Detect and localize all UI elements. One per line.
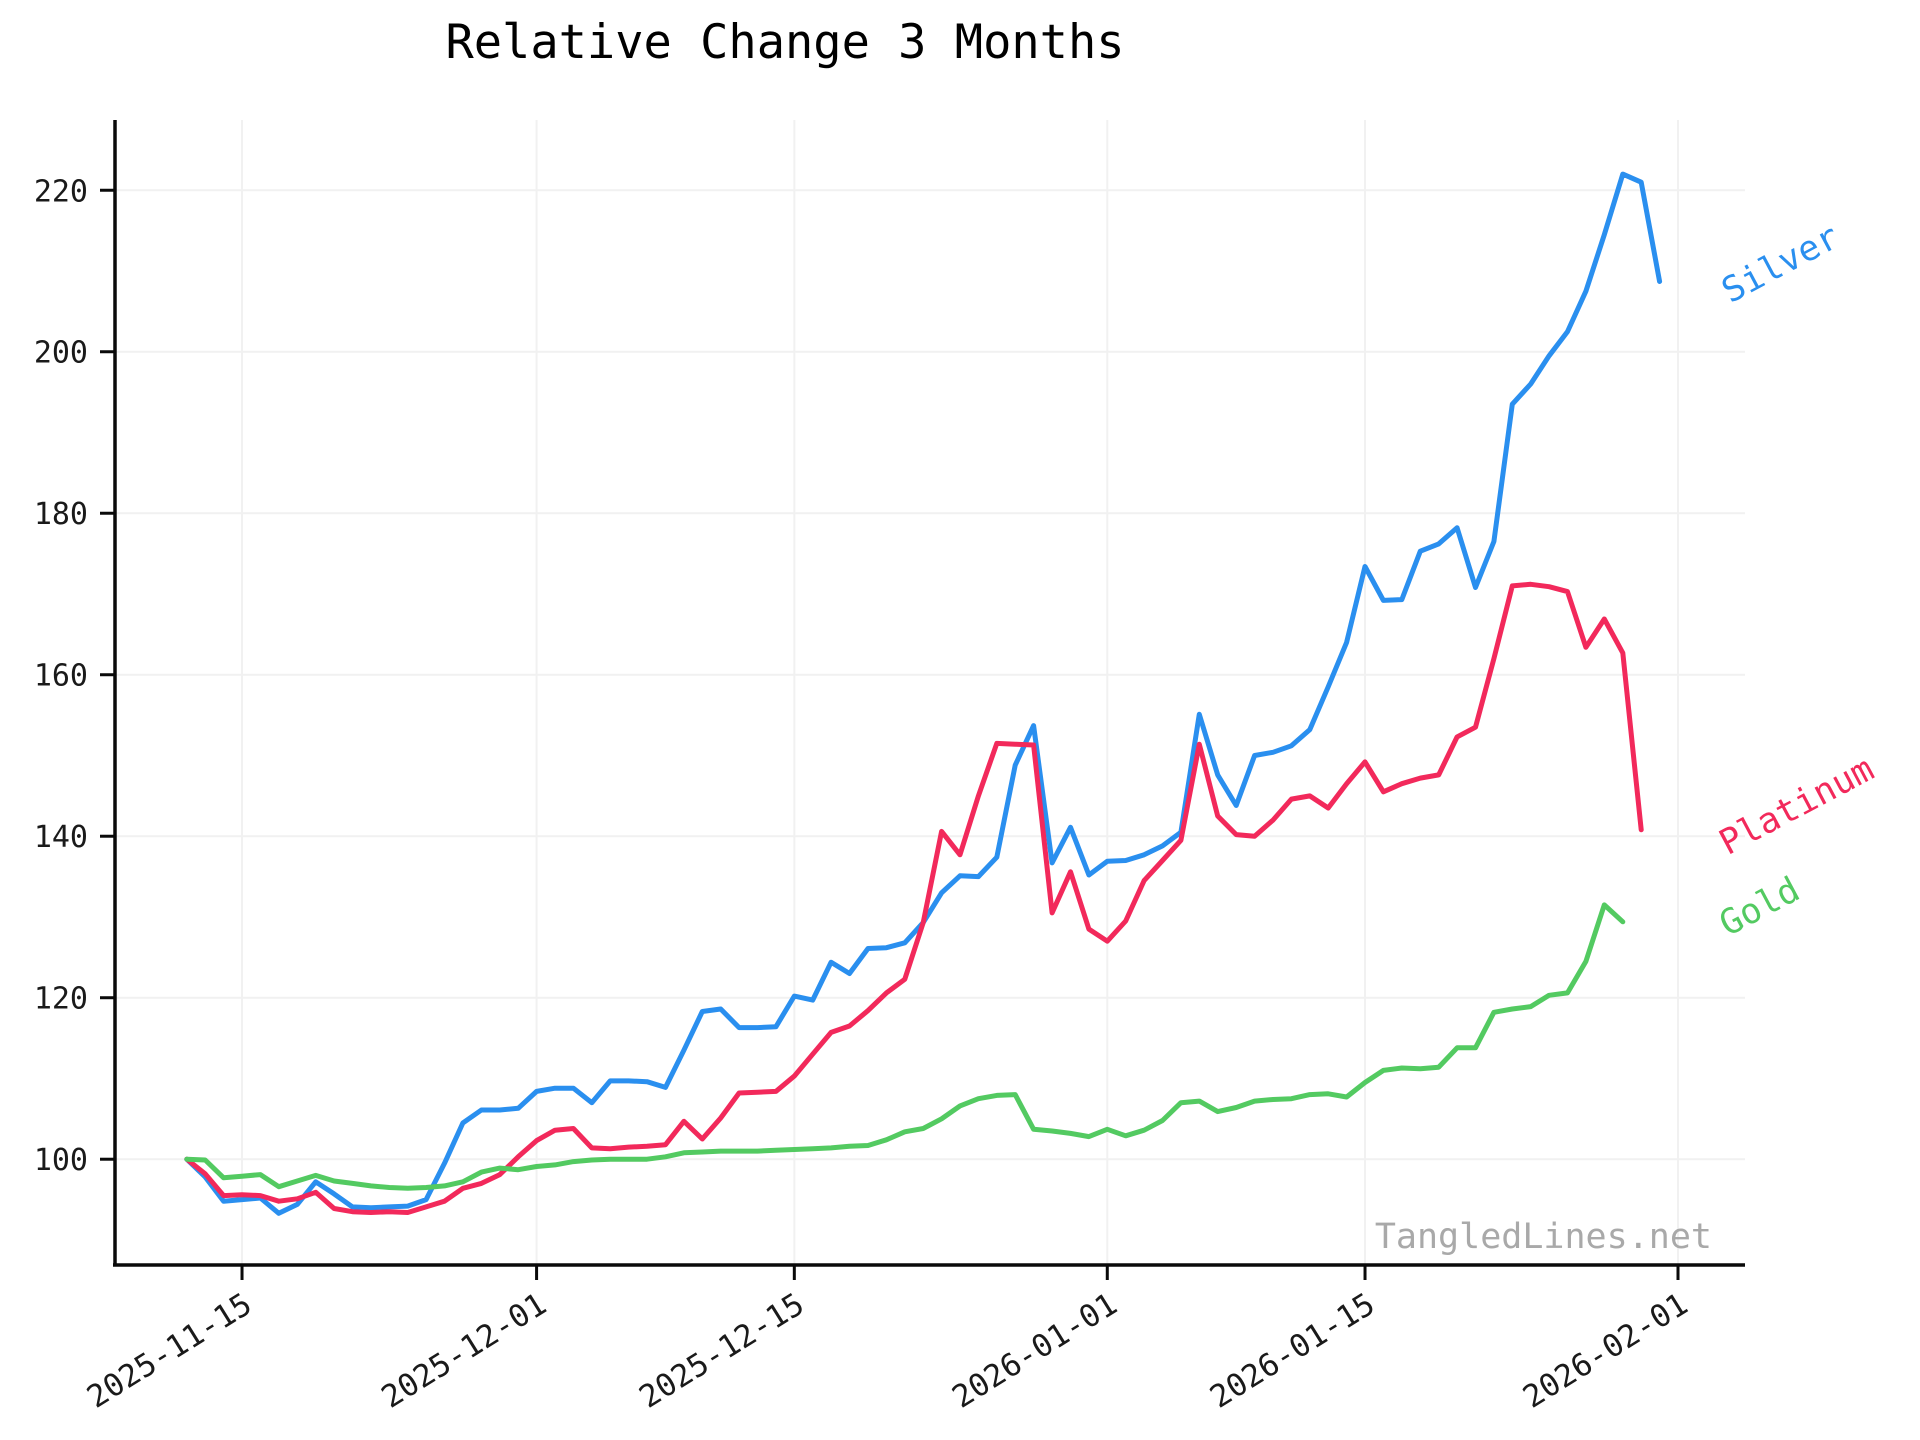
y-tick-label: 140 [34, 820, 88, 855]
x-tick-label: 2026-01-15 [1204, 1286, 1381, 1415]
y-tick-label: 160 [34, 659, 88, 694]
series-label-platinum: Platinum [1713, 749, 1881, 863]
x-tick-label: 2025-11-15 [81, 1286, 258, 1415]
watermark-text: TangledLines.net [1375, 1217, 1712, 1257]
y-tick-label: 180 [34, 497, 88, 532]
gridlines [115, 120, 1745, 1265]
y-tick-label: 120 [34, 982, 88, 1017]
series-label-silver: Silver [1716, 217, 1846, 312]
series-label-gold: Gold [1713, 870, 1806, 945]
y-tick-label: 220 [34, 174, 88, 209]
series-line-silver [184, 171, 1663, 1216]
x-tick-label: 2026-02-01 [1517, 1286, 1694, 1415]
y-tick-label: 100 [34, 1143, 88, 1178]
chart-title: Relative Change 3 Months [445, 15, 1124, 70]
y-tick-label: 200 [34, 336, 88, 371]
series-line-platinum [184, 581, 1644, 1215]
series-line-gold [184, 902, 1626, 1191]
series-lines [184, 171, 1663, 1216]
x-tick-label: 2025-12-15 [633, 1286, 810, 1415]
x-tick-label: 2025-12-01 [375, 1286, 552, 1415]
x-tick-label: 2026-01-01 [946, 1286, 1123, 1415]
